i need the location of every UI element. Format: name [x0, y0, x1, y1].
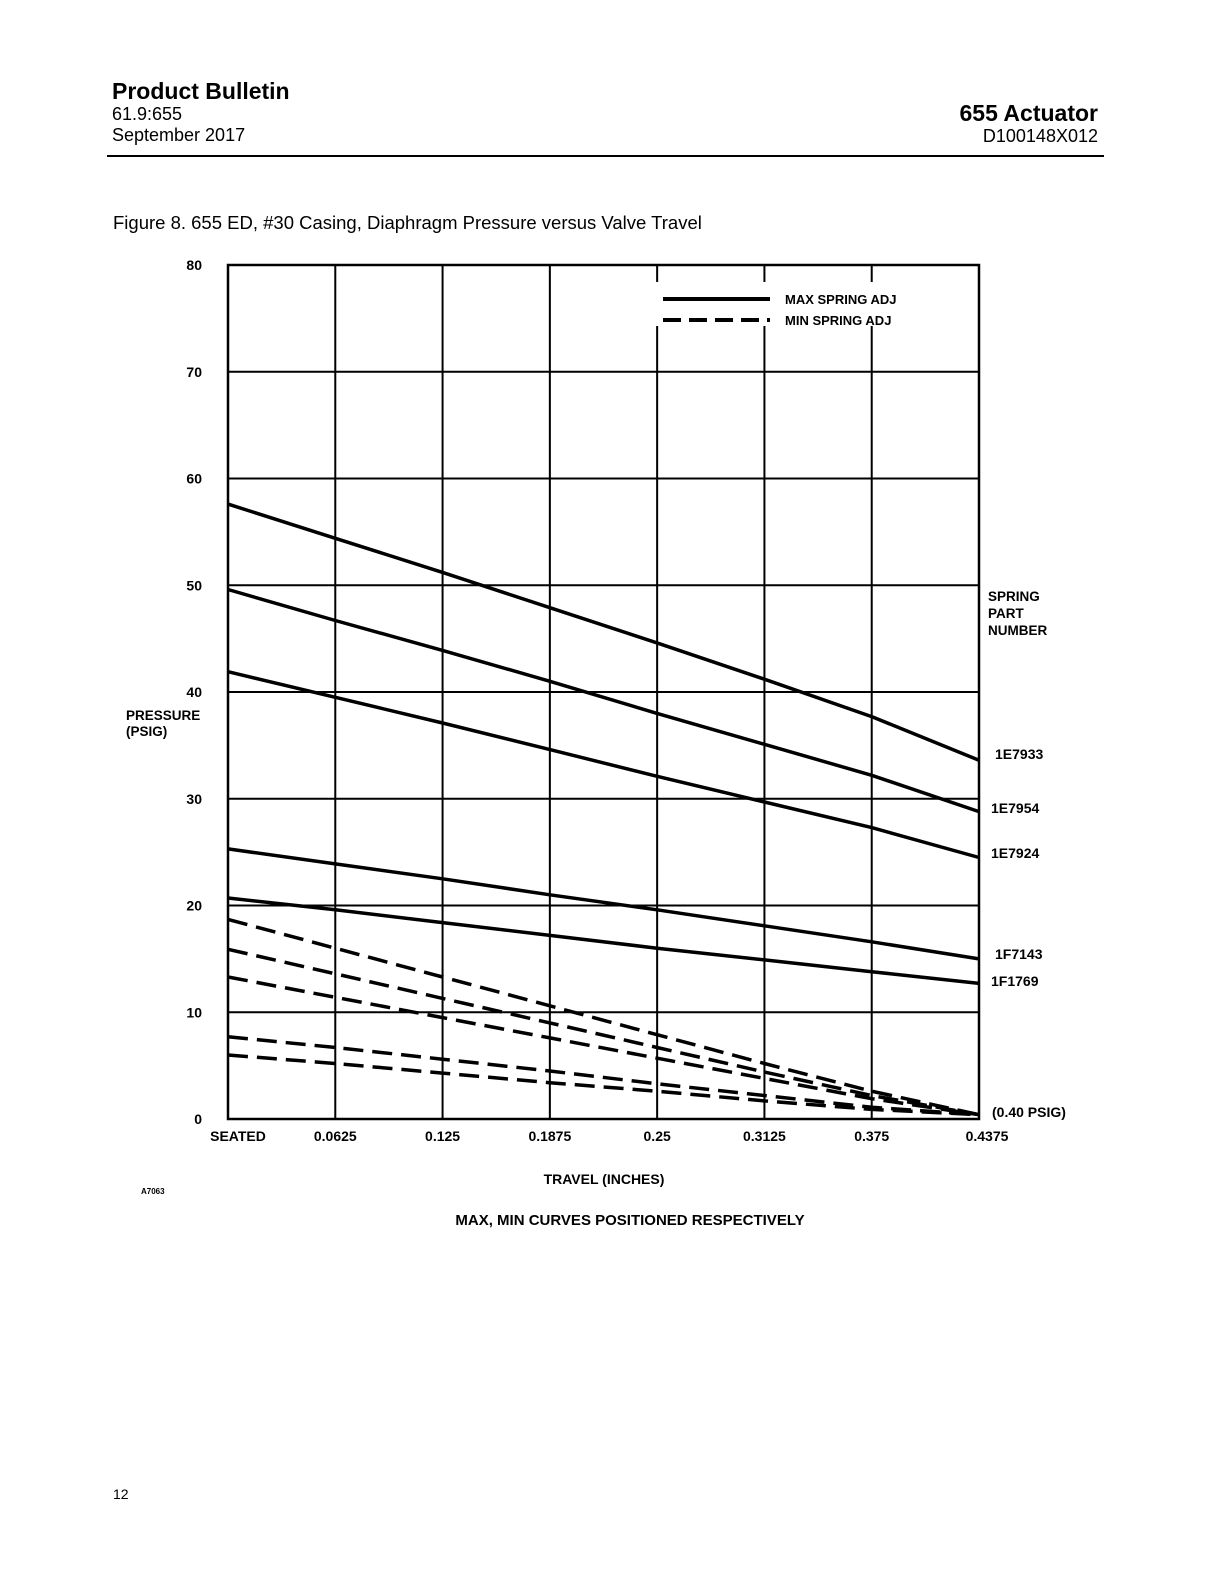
y-axis-label: PRESSURE [126, 708, 200, 723]
figure-note: MAX, MIN CURVES POSITIONED RESPECTIVELY [455, 1212, 804, 1229]
y-tick-label: 80 [186, 257, 202, 273]
spring-part-label: 1E7933 [995, 746, 1043, 762]
y-axis-label: (PSIG) [126, 724, 167, 739]
endpoint-annotation: (0.40 PSIG) [992, 1104, 1066, 1120]
max-spring-curve [227, 502, 980, 762]
spring-part-label: 1F1769 [991, 973, 1039, 989]
x-tick-label: 0.375 [854, 1128, 889, 1144]
spring-part-label: 1E7954 [991, 800, 1039, 816]
y-tick-label: 50 [186, 577, 202, 593]
spring-part-number-heading: NUMBER [988, 623, 1047, 638]
y-tick-label: 70 [186, 364, 202, 380]
spring-part-label: 1F7143 [995, 946, 1043, 962]
chart-labels: 0 10 20 30 40 50 60 70 80 SEATED 0.0625 0.125 0.1875… [126, 257, 1066, 1229]
legend-label: MIN SPRING ADJ [785, 313, 891, 328]
min-spring-curve [227, 947, 980, 1117]
min-spring-curve [227, 1035, 980, 1117]
y-tick-label: 0 [194, 1111, 202, 1127]
max-spring-curve [227, 896, 980, 986]
header-right: 655 Actuator D100148X012 [960, 100, 1098, 147]
x-axis-label: TRAVEL (INCHES) [544, 1171, 665, 1187]
figure-art-id: A7063 [141, 1187, 165, 1196]
y-tick-label: 30 [186, 791, 202, 807]
spring-part-number-heading: SPRING [988, 589, 1040, 604]
x-tick-label: 0.4375 [966, 1128, 1009, 1144]
chart-grid [226, 263, 981, 1121]
x-tick-label: 0.25 [644, 1128, 671, 1144]
x-tick-label: 0.3125 [743, 1128, 786, 1144]
spring-part-number-heading: PART [988, 606, 1025, 621]
chart-series [227, 502, 980, 1117]
bulletin-number: 61.9:655 [112, 104, 183, 124]
product-title: 655 Actuator [959, 100, 1098, 126]
x-tick-label: SEATED [210, 1128, 266, 1144]
min-spring-curve [227, 975, 980, 1117]
spring-part-label: 1E7924 [991, 845, 1039, 861]
max-spring-curve [227, 847, 980, 961]
x-tick-label: 0.125 [425, 1128, 460, 1144]
plot-frame [226, 263, 981, 1121]
document-id: D100148X012 [982, 126, 1098, 146]
max-spring-curve [227, 669, 980, 860]
x-tick-label: 0.0625 [314, 1128, 357, 1144]
max-spring-curve [227, 587, 980, 814]
doc-type-title: Product Bulletin [112, 78, 290, 104]
header-divider [107, 155, 1104, 157]
x-tick-label: 0.1875 [528, 1128, 571, 1144]
figure-caption: Figure 8. 655 ED, #30 Casing, Diaphragm … [113, 212, 702, 233]
bulletin-date: September 2017 [112, 125, 246, 145]
page-number: 12 [113, 1486, 129, 1502]
y-tick-label: 60 [186, 471, 202, 487]
legend-label: MAX SPRING ADJ [785, 292, 896, 307]
y-tick-label: 40 [186, 684, 202, 700]
header-left: Product Bulletin 61.9:655 September 2017 [112, 78, 290, 146]
y-tick-label: 20 [186, 898, 202, 914]
min-spring-curve [227, 917, 980, 1117]
y-tick-label: 10 [186, 1004, 202, 1020]
min-spring-curve [227, 1053, 980, 1117]
